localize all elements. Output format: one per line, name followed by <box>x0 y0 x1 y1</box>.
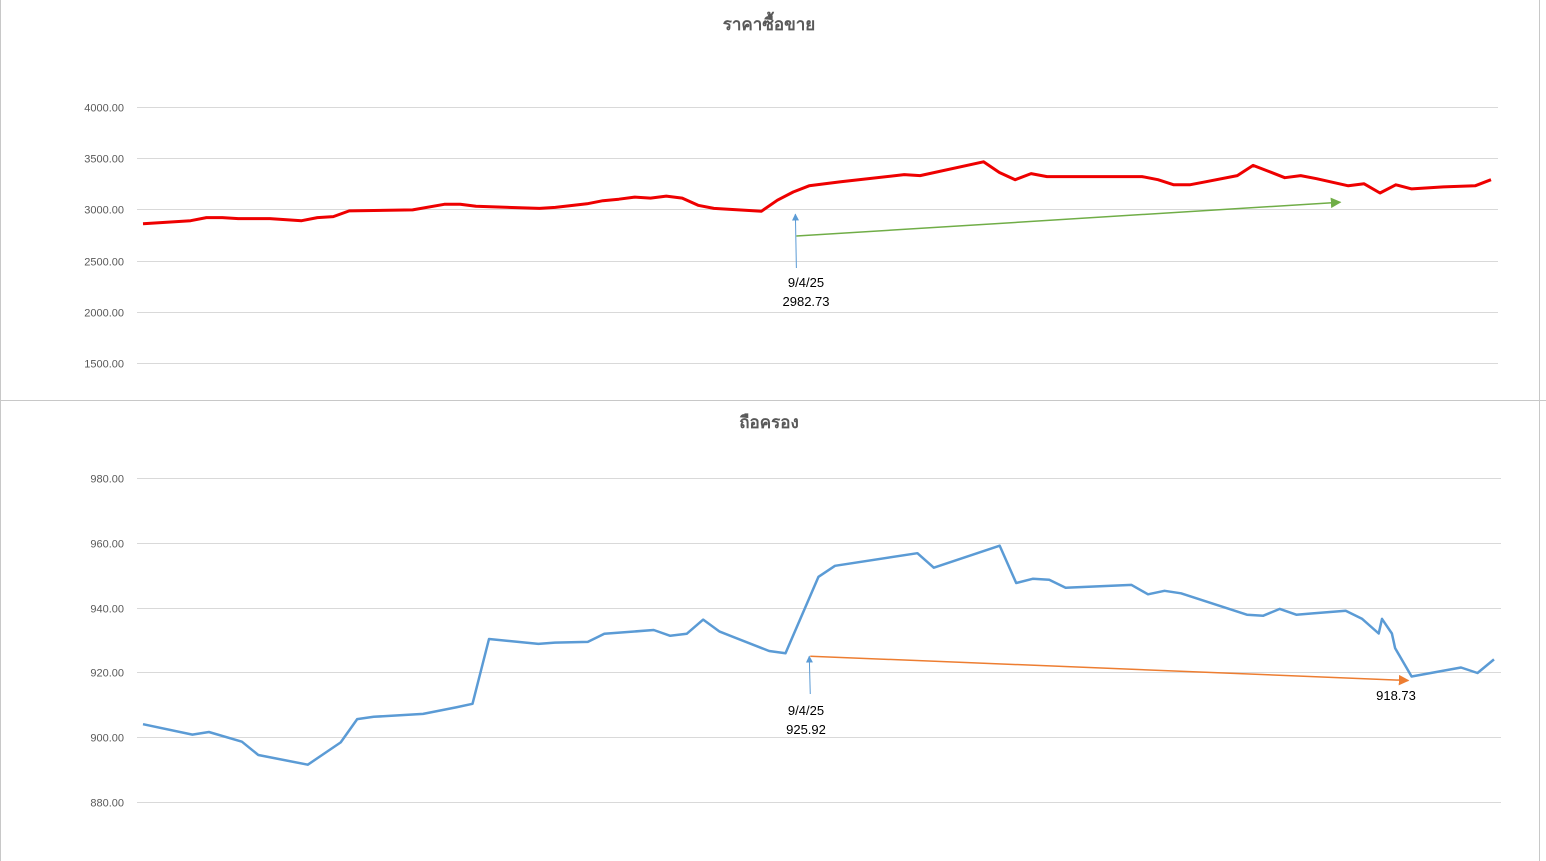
y-tick-label: 980.00 <box>90 474 124 486</box>
y-tick-label: 3500.00 <box>84 154 124 166</box>
trend-arrow <box>810 655 1410 686</box>
holding-annotation-value: 925.92 <box>786 722 826 737</box>
series-line <box>142 544 1495 766</box>
y-tick-label: 3000.00 <box>84 205 124 217</box>
price-annotation-value: 2982.73 <box>783 294 830 309</box>
price-chart-series <box>142 160 1492 226</box>
holding-chart-series <box>142 544 1495 766</box>
holding-chart-title: ถือครอง <box>739 412 799 433</box>
price-chart-grid <box>137 107 1498 364</box>
price-chart-title: ราคาซื้อขาย <box>723 11 815 35</box>
holding-chart-grid <box>137 478 1501 803</box>
y-tick-label: 4000.00 <box>84 103 124 115</box>
y-tick-label: 2000.00 <box>84 308 124 320</box>
y-tick-label: 920.00 <box>90 668 124 680</box>
y-tick-label: 880.00 <box>90 798 124 810</box>
series-line <box>142 160 1492 226</box>
holding-chart: ถือครอง 980.00 960.00 940.00 920.00 900.00 88… <box>90 412 1501 810</box>
price-chart-y-ticks: 4000.00 3500.00 3000.00 2500.00 2000.00 1500.… <box>84 103 124 371</box>
y-tick-label: 2500.00 <box>84 257 124 269</box>
holding-annotation-date: 9/4/25 <box>788 703 824 718</box>
callout-arrow <box>805 655 813 695</box>
price-chart-annotations: 9/4/25 2982.73 <box>783 197 1342 309</box>
holding-chart-y-ticks: 980.00 960.00 940.00 920.00 900.00 880.00 <box>90 474 124 810</box>
y-tick-label: 900.00 <box>90 733 124 745</box>
holding-end-annotation-value: 918.73 <box>1376 688 1416 703</box>
callout-arrow <box>792 213 799 269</box>
holding-chart-annotations: 9/4/25 925.92 918.73 <box>786 655 1416 737</box>
y-tick-label: 960.00 <box>90 539 124 551</box>
trend-arrow <box>796 197 1342 237</box>
y-tick-label: 940.00 <box>90 604 124 616</box>
price-chart: ราคาซื้อขาย 4000.00 3500.00 3000.00 2500.00… <box>84 11 1498 371</box>
y-tick-label: 1500.00 <box>84 359 124 371</box>
price-annotation-date: 9/4/25 <box>788 275 824 290</box>
